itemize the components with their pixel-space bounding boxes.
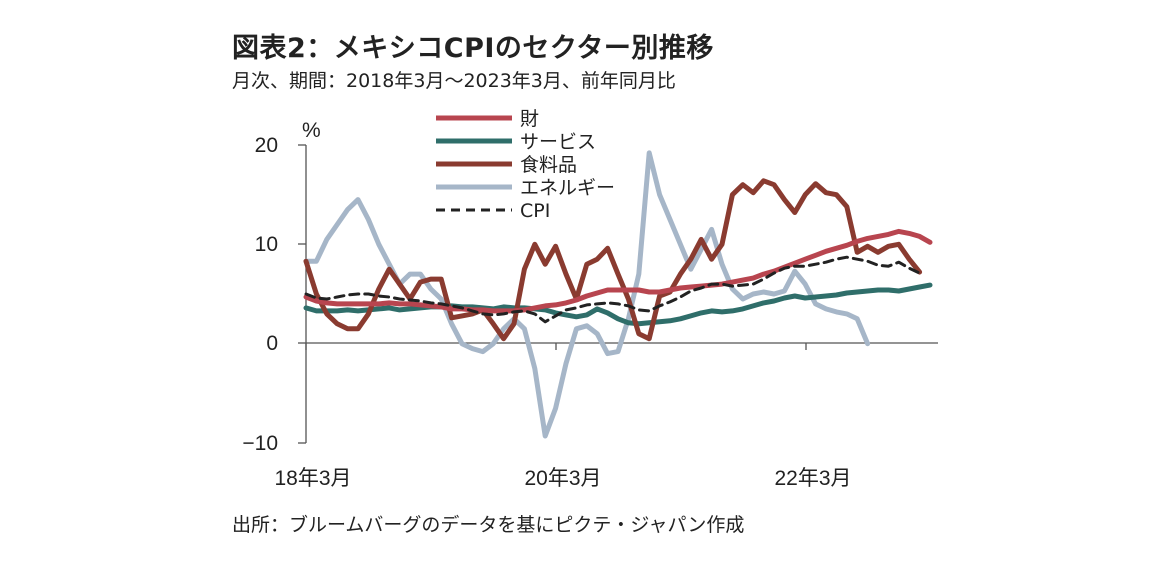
series-layer bbox=[303, 150, 933, 439]
legend-label-goods: 財 bbox=[520, 108, 539, 130]
x-tick-label-22: 22年3月 bbox=[774, 467, 851, 490]
y-tick-label-0: 0 bbox=[266, 332, 278, 355]
chart-legend: 財 サービス 食料品 エネルギー CPI bbox=[436, 108, 615, 222]
source-note: 出所：ブルームバーグのデータを基にピクテ・ジャパン作成 bbox=[232, 514, 745, 536]
series-line-cpi bbox=[304, 255, 922, 324]
legend-label-cpi: CPI bbox=[520, 200, 550, 222]
legend-label-services: サービス bbox=[520, 131, 596, 153]
series-line-goods bbox=[303, 228, 933, 314]
x-tick-label-20: 20年3月 bbox=[524, 467, 601, 490]
y-axis-unit-label: % bbox=[302, 119, 321, 142]
series-line-services bbox=[303, 282, 933, 327]
page-title: 図表2：メキシコCPIのセクター別推移 bbox=[232, 33, 714, 64]
y-tick-label-10: 10 bbox=[255, 233, 278, 256]
x-tick-label-18: 18年3月 bbox=[274, 467, 351, 490]
legend-label-energy: エネルギー bbox=[520, 177, 615, 199]
series-line-food bbox=[303, 178, 923, 342]
chart-subtitle: 月次、期間：2018年3月～2023年3月、前年同月比 bbox=[232, 70, 676, 92]
y-tick-label-minus10: −10 bbox=[242, 432, 278, 455]
y-tick-label-20: 20 bbox=[255, 134, 278, 157]
legend-label-food: 食料品 bbox=[520, 154, 577, 176]
